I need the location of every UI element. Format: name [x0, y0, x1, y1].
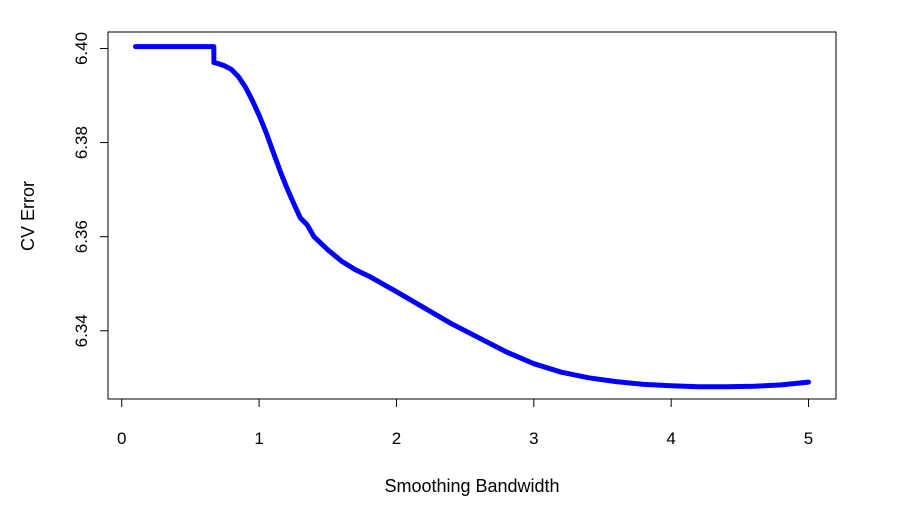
x-tick-label: 3	[529, 429, 538, 448]
x-tick-label: 1	[254, 429, 263, 448]
x-tick-label: 4	[666, 429, 675, 448]
x-tick-label: 0	[117, 429, 126, 448]
y-axis-label: CV Error	[18, 181, 38, 251]
y-tick-label: 6.36	[72, 220, 91, 253]
plot-frame	[107, 31, 837, 400]
y-axis: 6.34 6.36 6.38 6.40	[72, 32, 109, 347]
x-axis: 0 1 2 3 4 5	[117, 398, 813, 448]
x-tick-label: 2	[392, 429, 401, 448]
x-axis-label: Smoothing Bandwidth	[384, 476, 559, 496]
y-tick-label: 6.34	[72, 314, 91, 347]
x-tick-label: 5	[804, 429, 813, 448]
y-tick-label: 6.40	[72, 32, 91, 65]
cv-error-line	[133, 44, 811, 390]
y-tick-label: 6.38	[72, 126, 91, 159]
